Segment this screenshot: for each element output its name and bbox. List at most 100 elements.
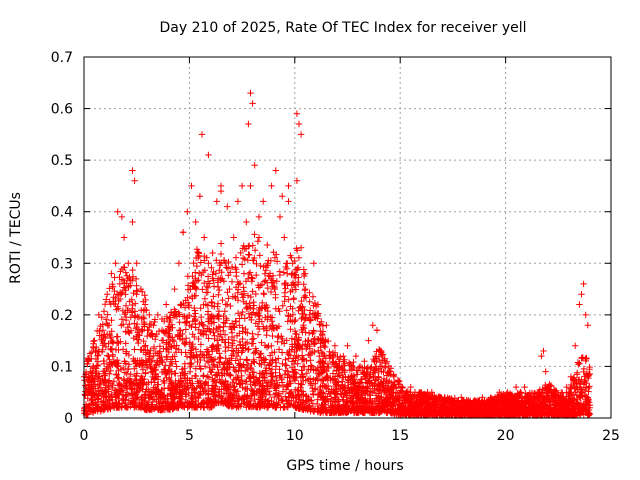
data-point [574, 369, 581, 376]
data-point [249, 257, 257, 264]
data-point [191, 403, 198, 410]
data-point [309, 330, 316, 337]
data-point [132, 300, 139, 307]
data-point [227, 269, 234, 276]
data-point [245, 270, 253, 278]
data-point [99, 337, 106, 345]
data-point [256, 252, 263, 259]
data-point [213, 371, 220, 378]
x-tick-label: 15 [391, 428, 409, 444]
data-point [221, 360, 228, 368]
data-point [105, 321, 113, 329]
data-point [297, 373, 304, 380]
y-tick-label: 0.5 [51, 153, 73, 169]
data-point [301, 270, 309, 277]
data-point [118, 322, 125, 329]
data-point [172, 370, 179, 377]
data-point [338, 378, 346, 385]
data-point [103, 296, 110, 303]
data-point [306, 298, 313, 305]
data-point [112, 346, 120, 353]
data-point [282, 367, 289, 374]
data-point [117, 387, 124, 394]
data-point [250, 358, 257, 365]
data-point [376, 403, 383, 411]
data-point [201, 252, 208, 260]
data-point [288, 358, 296, 365]
data-point [378, 379, 385, 387]
data-point [158, 337, 166, 344]
data-point [557, 393, 565, 400]
data-point [108, 345, 116, 353]
data-point [230, 388, 238, 396]
data-point [300, 281, 307, 288]
data-point [94, 361, 102, 369]
data-point [240, 242, 247, 249]
data-point [295, 393, 302, 400]
data-point [274, 334, 281, 341]
data-point [126, 329, 133, 337]
y-tick-label: 0.2 [51, 308, 73, 324]
data-point [102, 384, 109, 391]
data-point [128, 386, 135, 393]
data-point [98, 336, 105, 343]
data-point [217, 250, 225, 258]
data-point [162, 345, 170, 352]
data-point [308, 338, 315, 345]
data-point [241, 315, 248, 322]
data-point [239, 335, 246, 343]
data-point [567, 385, 574, 392]
data-point [204, 273, 212, 280]
data-point [233, 272, 240, 280]
data-point [181, 360, 189, 367]
data-point [263, 331, 270, 339]
data-point [189, 331, 196, 338]
data-point [334, 364, 341, 371]
data-point [232, 254, 240, 261]
data-point [163, 370, 170, 377]
data-point [122, 302, 130, 309]
data-point [90, 409, 97, 416]
data-point [242, 345, 249, 352]
data-point [542, 381, 549, 389]
data-point [95, 373, 102, 380]
data-point [324, 374, 332, 381]
data-point [344, 398, 351, 406]
data-point [260, 263, 267, 270]
data-point [126, 381, 133, 389]
data-point [196, 363, 203, 370]
data-point [110, 300, 118, 307]
data-point [141, 292, 148, 299]
data-point [263, 324, 270, 332]
data-point [209, 366, 216, 373]
data-point [140, 337, 147, 345]
data-point [208, 369, 215, 376]
data-point [294, 340, 301, 347]
data-point [583, 354, 590, 362]
data-point [194, 248, 201, 256]
data-point [337, 390, 344, 397]
data-point [113, 371, 120, 378]
data-point [267, 314, 274, 321]
data-point [106, 377, 113, 384]
data-point [161, 377, 168, 384]
data-point [211, 332, 218, 339]
data-point [269, 332, 276, 340]
data-point [316, 321, 323, 328]
data-point [132, 325, 140, 332]
data-point [100, 357, 108, 365]
data-point [137, 346, 144, 353]
data-point [242, 328, 249, 336]
data-point [239, 294, 247, 301]
data-point [179, 313, 187, 320]
data-point [191, 304, 198, 312]
data-point [390, 402, 397, 409]
data-point [248, 387, 256, 394]
data-point [240, 298, 247, 305]
data-point [150, 376, 158, 383]
data-point [264, 284, 271, 292]
data-point [89, 383, 96, 390]
data-point [102, 316, 110, 323]
data-point [178, 390, 185, 397]
data-point [144, 332, 151, 340]
